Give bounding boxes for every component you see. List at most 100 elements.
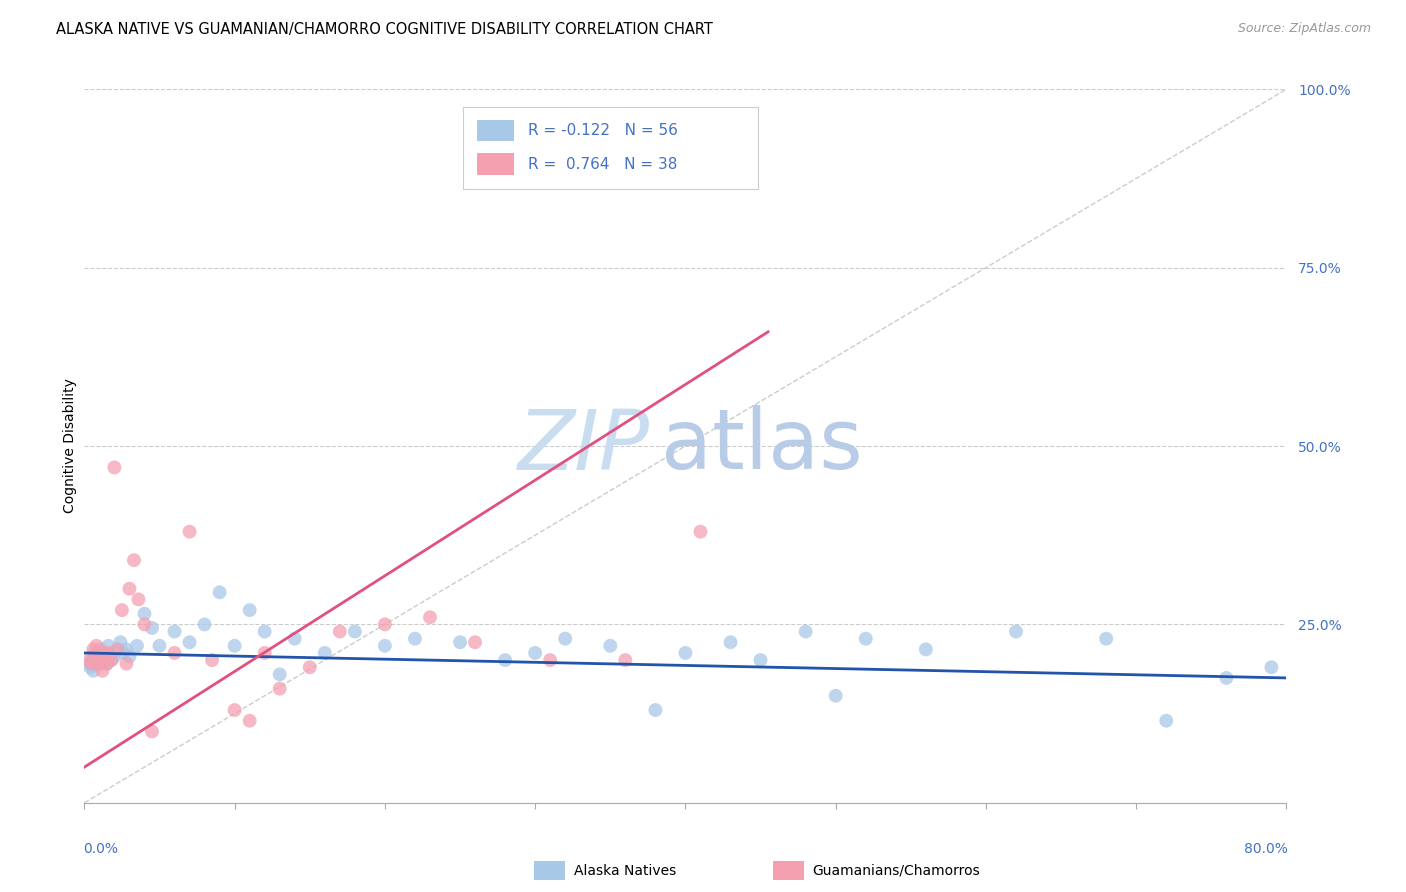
Point bbox=[103, 649, 125, 664]
Point bbox=[163, 646, 186, 660]
Point bbox=[94, 646, 117, 660]
Point bbox=[148, 639, 170, 653]
Point bbox=[115, 657, 138, 671]
Text: Alaska Natives: Alaska Natives bbox=[574, 863, 676, 878]
Text: Source: ZipAtlas.com: Source: ZipAtlas.com bbox=[1237, 22, 1371, 36]
Text: 0.0%: 0.0% bbox=[83, 842, 118, 856]
Point bbox=[208, 585, 231, 599]
Point bbox=[91, 657, 114, 671]
Point bbox=[374, 639, 396, 653]
Point bbox=[179, 635, 201, 649]
Point bbox=[87, 657, 110, 671]
Point bbox=[100, 653, 122, 667]
FancyBboxPatch shape bbox=[478, 120, 513, 141]
Point bbox=[100, 653, 122, 667]
Point bbox=[464, 635, 486, 649]
Point bbox=[141, 621, 163, 635]
Point bbox=[93, 653, 115, 667]
Point bbox=[118, 582, 141, 596]
Point bbox=[239, 603, 262, 617]
Point bbox=[314, 646, 336, 660]
Point bbox=[80, 657, 103, 671]
Point bbox=[89, 646, 111, 660]
Point bbox=[855, 632, 877, 646]
Point bbox=[554, 632, 576, 646]
Text: ALASKA NATIVE VS GUAMANIAN/CHAMORRO COGNITIVE DISABILITY CORRELATION CHART: ALASKA NATIVE VS GUAMANIAN/CHAMORRO COGN… bbox=[56, 22, 713, 37]
Point bbox=[253, 646, 276, 660]
Point bbox=[77, 653, 100, 667]
Point bbox=[82, 642, 104, 657]
Point bbox=[83, 649, 105, 664]
Point bbox=[494, 653, 516, 667]
Point bbox=[79, 660, 101, 674]
Point bbox=[97, 646, 120, 660]
Point bbox=[1005, 624, 1028, 639]
Point bbox=[118, 649, 141, 664]
Point bbox=[89, 653, 111, 667]
Text: R = -0.122   N = 56: R = -0.122 N = 56 bbox=[527, 123, 678, 138]
Point bbox=[419, 610, 441, 624]
Point bbox=[127, 592, 149, 607]
Point bbox=[224, 703, 246, 717]
Point bbox=[404, 632, 426, 646]
Point bbox=[449, 635, 471, 649]
Point bbox=[90, 642, 112, 657]
Point bbox=[179, 524, 201, 539]
Point bbox=[80, 653, 103, 667]
Point bbox=[96, 657, 118, 671]
Point bbox=[644, 703, 666, 717]
Point bbox=[77, 657, 100, 671]
Text: atlas: atlas bbox=[661, 406, 863, 486]
Point bbox=[141, 724, 163, 739]
Point bbox=[224, 639, 246, 653]
Point bbox=[374, 617, 396, 632]
Point bbox=[112, 646, 135, 660]
Point bbox=[298, 660, 321, 674]
Point bbox=[675, 646, 697, 660]
Text: Guamanians/Chamorros: Guamanians/Chamorros bbox=[813, 863, 980, 878]
Point bbox=[107, 642, 129, 657]
Point bbox=[329, 624, 352, 639]
Text: 80.0%: 80.0% bbox=[1244, 842, 1288, 856]
Point bbox=[824, 689, 846, 703]
Point bbox=[1095, 632, 1118, 646]
Point bbox=[93, 653, 115, 667]
Point bbox=[125, 639, 148, 653]
Point bbox=[115, 642, 138, 657]
Point bbox=[163, 624, 186, 639]
Point bbox=[524, 646, 547, 660]
Point bbox=[134, 607, 156, 621]
Point bbox=[97, 639, 120, 653]
Point bbox=[83, 646, 105, 660]
Point bbox=[269, 681, 291, 696]
Point bbox=[91, 664, 114, 678]
Point bbox=[111, 603, 134, 617]
Point bbox=[87, 649, 110, 664]
Point bbox=[720, 635, 742, 649]
Point bbox=[599, 639, 621, 653]
FancyBboxPatch shape bbox=[478, 153, 513, 175]
Point bbox=[253, 624, 276, 639]
Point bbox=[915, 642, 938, 657]
Point bbox=[538, 653, 561, 667]
Point bbox=[1215, 671, 1237, 685]
Point bbox=[103, 460, 125, 475]
Point bbox=[96, 657, 118, 671]
Point bbox=[134, 617, 156, 632]
Point bbox=[194, 617, 217, 632]
Text: R =  0.764   N = 38: R = 0.764 N = 38 bbox=[527, 157, 678, 171]
Point bbox=[1260, 660, 1282, 674]
FancyBboxPatch shape bbox=[463, 107, 758, 189]
Point bbox=[689, 524, 711, 539]
Point bbox=[90, 649, 112, 664]
Point bbox=[1156, 714, 1178, 728]
Point bbox=[82, 664, 104, 678]
Point bbox=[343, 624, 366, 639]
Point bbox=[269, 667, 291, 681]
Point bbox=[749, 653, 772, 667]
Point bbox=[107, 642, 129, 657]
Point bbox=[201, 653, 224, 667]
Y-axis label: Cognitive Disability: Cognitive Disability bbox=[63, 378, 77, 514]
Point bbox=[94, 646, 117, 660]
Point bbox=[86, 657, 108, 671]
